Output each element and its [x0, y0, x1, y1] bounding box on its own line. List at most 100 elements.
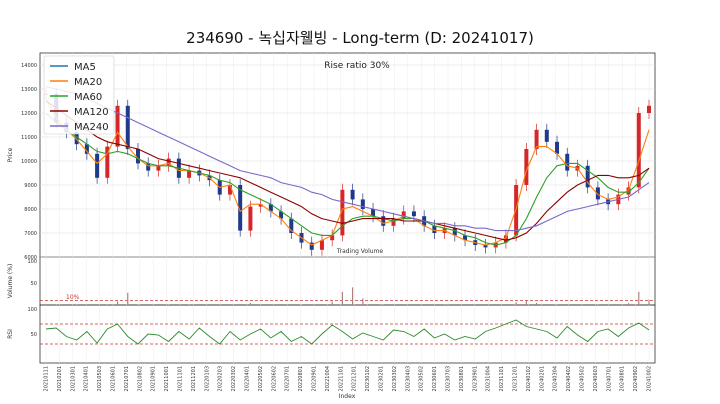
- price-tick-label: 8000: [24, 207, 37, 213]
- price-candles: [44, 87, 651, 256]
- legend-label-ma240: MA240: [74, 122, 109, 133]
- x-tick-label: 20221101: [338, 366, 344, 391]
- candle-body: [585, 165, 590, 188]
- candle-body: [248, 206, 253, 231]
- candle-body: [411, 211, 416, 217]
- x-tick-label: 20210111: [44, 366, 50, 391]
- x-tick-label: 20210503: [97, 366, 103, 391]
- candle-body: [636, 113, 641, 188]
- candle-body: [340, 189, 345, 236]
- candle-body: [595, 187, 600, 200]
- x-tick-label: 20240304: [553, 366, 559, 391]
- candle-body: [401, 211, 406, 219]
- price-tick-label: 12000: [21, 111, 37, 117]
- volume-threshold-label: 10%: [66, 294, 80, 301]
- x-ticks: 20210111 20210201 20210301 20210401 20210503…: [44, 366, 653, 391]
- x-tick-label: 20230801: [459, 366, 465, 391]
- x-tick-label: 20240102: [526, 366, 532, 391]
- candle-body: [105, 146, 110, 178]
- x-tick-label: 20240701: [606, 366, 612, 391]
- candle-body: [626, 187, 631, 195]
- candle-body: [289, 218, 294, 233]
- candle-body: [268, 204, 273, 212]
- price-tick-label: 11000: [21, 135, 37, 141]
- candle-body: [156, 165, 161, 171]
- candle-body: [555, 141, 560, 154]
- x-tick-label: 20210901: [151, 366, 157, 391]
- x-tick-label: 20220901: [312, 366, 318, 391]
- volume-tick-label: 50: [31, 281, 37, 287]
- candle-body: [125, 105, 130, 149]
- price-panel: [39, 52, 656, 258]
- x-tick-label: 20221004: [325, 366, 331, 391]
- candle-body: [647, 105, 651, 113]
- x-axis-label: Index: [339, 393, 356, 400]
- x-tick-label: 20240402: [566, 366, 572, 391]
- rsi-axis-label: RSI: [7, 329, 14, 339]
- price-tick-label: 6000: [24, 255, 37, 261]
- series-line-ma20: [45, 98, 650, 246]
- candle-body: [524, 149, 529, 185]
- x-tick-label: 20211001: [164, 366, 170, 391]
- candle-body: [95, 153, 100, 178]
- volume-axis-label: Volume (%): [7, 264, 14, 299]
- rsi-tick-label: 100: [27, 307, 37, 313]
- candle-body: [227, 185, 232, 195]
- candle-body: [330, 235, 335, 241]
- moving-averages: [45, 86, 650, 246]
- x-tick-label: 20221201: [352, 366, 358, 391]
- legend-label-ma120: MA120: [74, 107, 109, 118]
- x-tick-label: 20230901: [472, 366, 478, 391]
- x-tick-label: 20210201: [57, 366, 63, 391]
- rsi-series: [45, 319, 650, 345]
- y-ticks: 14000 13000 12000 11000 10000 9000 8000 7000 600…: [21, 63, 37, 338]
- legend-label-ma5: MA5: [74, 62, 96, 73]
- candle-body: [146, 163, 151, 171]
- candle-body: [84, 144, 89, 154]
- candle-body: [187, 170, 192, 178]
- candle-body: [452, 228, 457, 236]
- x-tick-label: 20211201: [191, 366, 197, 391]
- legend-label-ma20: MA20: [74, 77, 102, 88]
- x-tick-label: 20231101: [499, 366, 505, 391]
- price-tick-label: 13000: [21, 87, 37, 93]
- candle-body: [463, 235, 468, 241]
- x-tick-label: 20210701: [124, 366, 130, 391]
- candle-body: [319, 240, 324, 250]
- x-tick-label: 20230601: [432, 366, 438, 391]
- candle-body: [483, 245, 488, 248]
- price-tick-label: 14000: [21, 63, 37, 69]
- series-line-ma240: [45, 86, 650, 232]
- x-tick-label: 20220602: [271, 366, 277, 391]
- x-tick-label: 20241002: [647, 366, 653, 391]
- x-tick-label: 20230502: [419, 366, 425, 391]
- x-tick-label: 20211101: [178, 366, 184, 391]
- x-tick-label: 20231004: [486, 366, 492, 391]
- candle-body: [503, 235, 508, 243]
- candle-body: [534, 129, 539, 149]
- candle-body: [115, 105, 120, 147]
- candle-body: [360, 199, 365, 209]
- x-tick-label: 20230703: [446, 366, 452, 391]
- x-tick-label: 20220502: [258, 366, 264, 391]
- x-tick-label: 20210301: [70, 366, 76, 391]
- chart-title: 234690 - 녹십자웰빙 - Long-term (D: 20241017): [186, 29, 534, 47]
- x-tick-label: 20210802: [137, 366, 143, 391]
- candle-body: [565, 153, 570, 171]
- legend-label-ma60: MA60: [74, 92, 102, 103]
- candle-body: [279, 211, 284, 219]
- candle-body: [258, 204, 263, 207]
- x-tick-label: 20220203: [218, 366, 224, 391]
- candle-body: [544, 129, 549, 142]
- rsi-panel: [39, 304, 656, 364]
- rsi-tick-label: 50: [31, 332, 37, 338]
- x-tick-label: 20220103: [204, 366, 210, 391]
- x-tick-label: 20230102: [365, 366, 371, 391]
- x-tick-label: 20220801: [298, 366, 304, 391]
- price-tick-label: 7000: [24, 231, 37, 237]
- volume-panel: [39, 256, 656, 306]
- price-tick-label: 10000: [21, 159, 37, 165]
- x-tick-label: 20230201: [379, 366, 385, 391]
- x-tick-label: 20240801: [620, 366, 626, 391]
